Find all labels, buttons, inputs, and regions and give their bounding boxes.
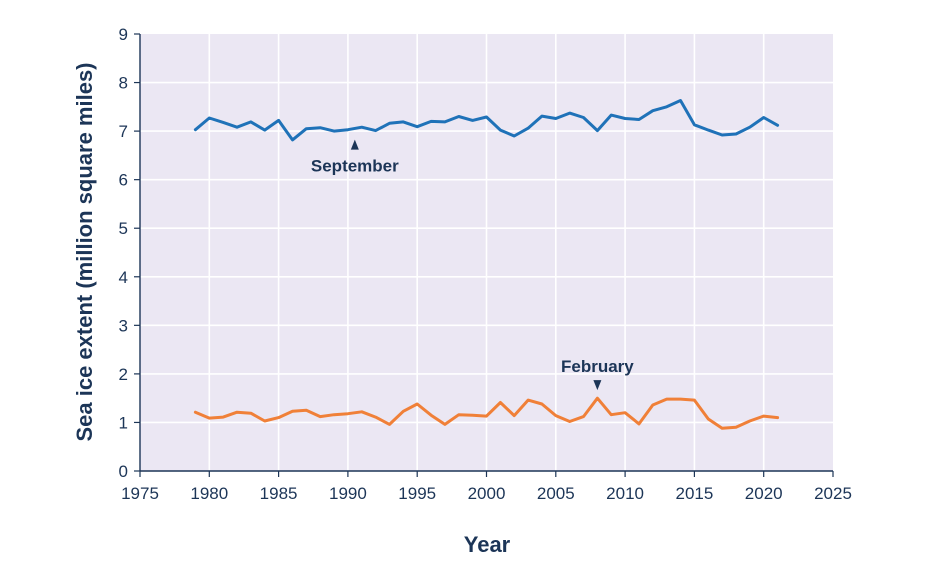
y-tick-label: 5	[119, 219, 128, 238]
y-tick-label: 1	[119, 413, 128, 432]
x-tick-label: 1990	[329, 484, 367, 503]
annotation-arrow	[593, 380, 602, 391]
y-tick-label: 9	[119, 25, 128, 44]
x-axis-title: Year	[464, 532, 511, 557]
x-tick-label: 1980	[190, 484, 228, 503]
x-tick-label: 2020	[745, 484, 783, 503]
y-axis-title: Sea ice extent (million square miles)	[72, 62, 97, 441]
x-tick-label: 2025	[814, 484, 852, 503]
x-tick-label: 2000	[468, 484, 506, 503]
gridlines	[140, 34, 833, 471]
x-tick-label: 1975	[121, 484, 159, 503]
annotations: September February	[311, 139, 634, 391]
y-tick-labels: 0 1 2 3 4 5 6 7 8 9	[119, 25, 128, 481]
annotation-label: February	[561, 357, 634, 376]
annotation-label: September	[311, 157, 399, 176]
x-tick-label: 2015	[675, 484, 713, 503]
x-tick-labels: 1975 1980 1985 1990 1995 2000 2005 2010 2015 2020…	[121, 484, 852, 503]
series-lines	[193, 99, 780, 430]
september-annotation: September	[311, 139, 399, 176]
february-annotation: February	[561, 357, 634, 391]
x-tick-label: 1985	[260, 484, 298, 503]
february-line	[193, 396, 780, 430]
y-tick-label: 6	[119, 171, 128, 190]
x-tick-label: 1995	[398, 484, 436, 503]
x-tick-label: 2010	[606, 484, 644, 503]
axis-frame	[134, 33, 834, 477]
x-tick-label: 2005	[537, 484, 575, 503]
y-tick-label: 8	[119, 74, 128, 93]
y-tick-label: 2	[119, 365, 128, 384]
september-line	[193, 99, 780, 142]
y-tick-label: 0	[119, 462, 128, 481]
y-tick-label: 3	[119, 316, 128, 335]
y-tick-label: 4	[119, 268, 128, 287]
y-tick-label: 7	[119, 122, 128, 141]
annotation-arrow	[350, 139, 359, 150]
